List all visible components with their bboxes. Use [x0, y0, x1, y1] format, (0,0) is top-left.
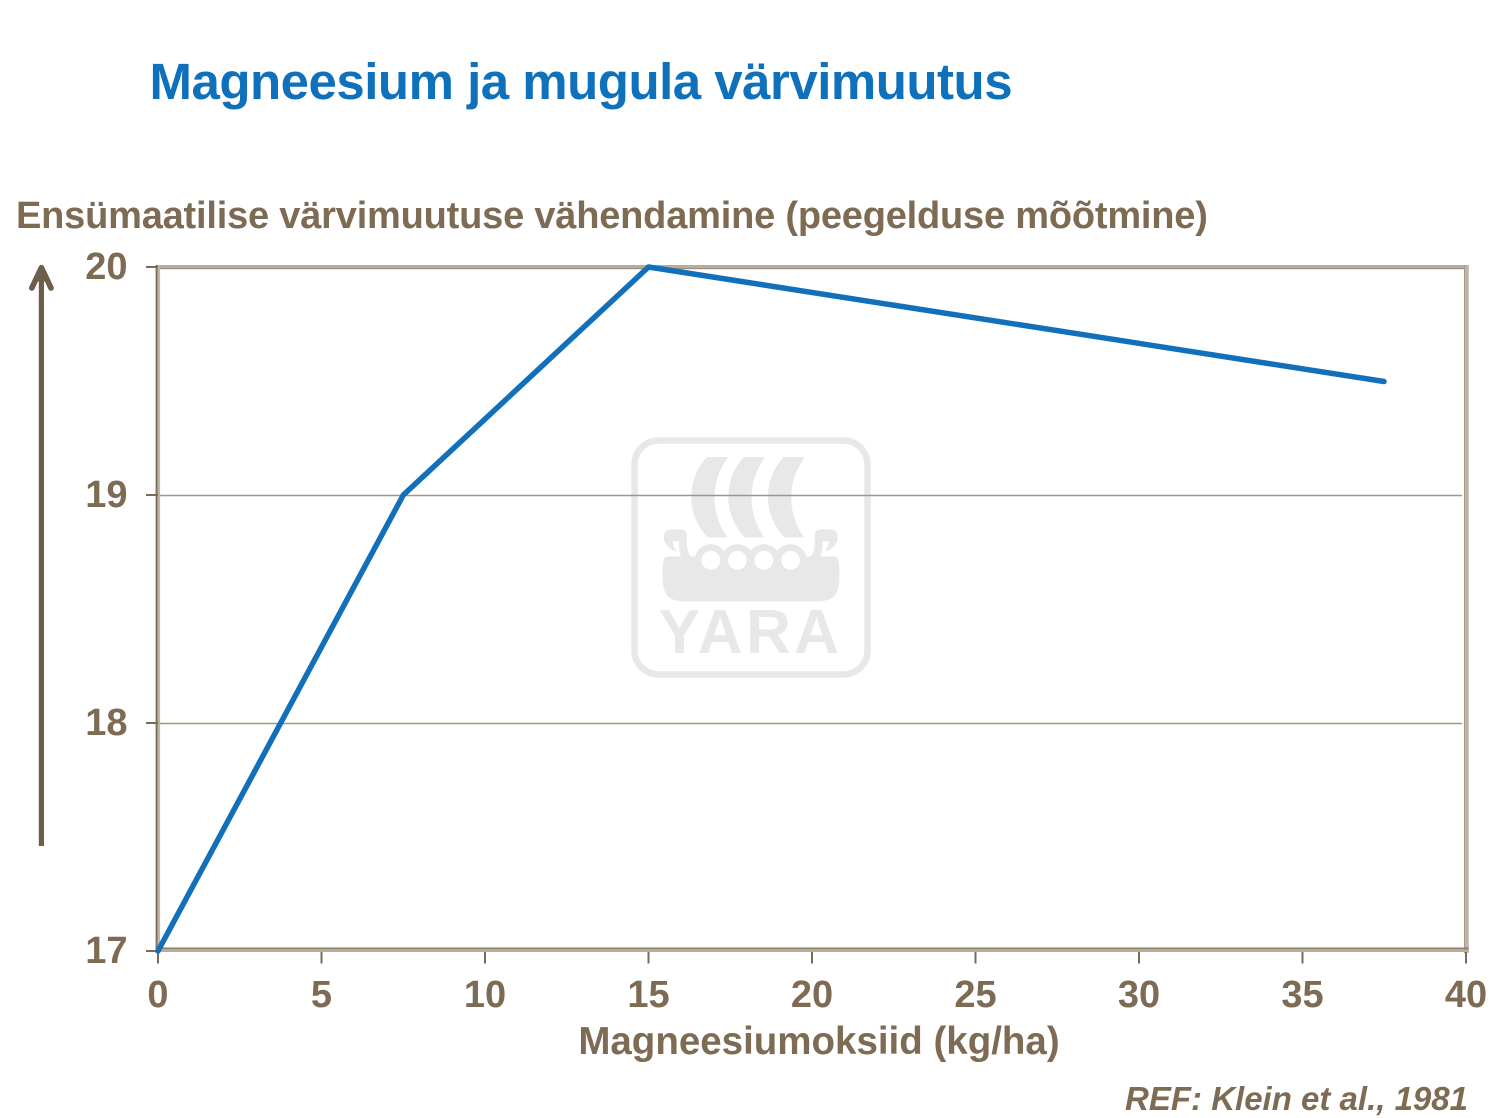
svg-text:YARA: YARA: [659, 598, 843, 667]
